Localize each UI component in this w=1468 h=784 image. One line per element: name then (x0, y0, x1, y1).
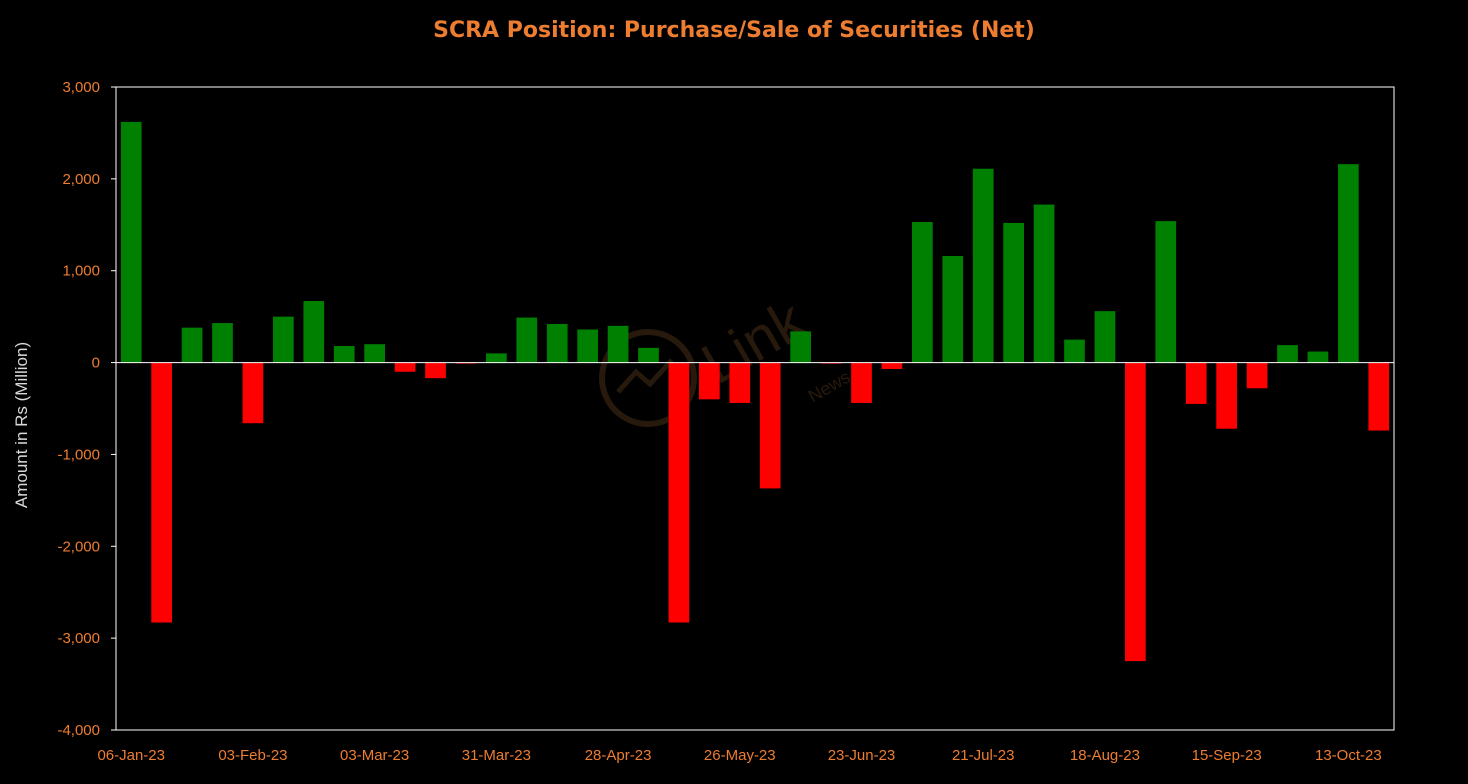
bar-13-Oct-23 (1338, 164, 1359, 363)
y-tick-label: -3,000 (57, 630, 100, 647)
bar-26-May-23 (729, 362, 751, 403)
x-tick-label: 13-Oct-23 (1315, 747, 1382, 764)
bar-14-Apr-23 (546, 323, 568, 363)
bar-05-May-23 (638, 347, 659, 363)
y-tick-label: 2,000 (62, 171, 100, 188)
bar-06-Jan-23 (120, 121, 142, 363)
y-tick-label: -4,000 (57, 722, 100, 739)
y-tick-label: 3,000 (62, 79, 100, 96)
bar-04-Aug-23 (1033, 204, 1055, 363)
bar-03-Mar-23 (364, 344, 385, 363)
svg-text:News: News (805, 367, 854, 407)
bar-09-Jun-23 (790, 331, 811, 363)
bar-29-Sep-23 (1277, 345, 1298, 363)
bar-24-Feb-23 (333, 346, 355, 363)
y-tick-label: 0 (92, 355, 100, 372)
bar-06-Oct-23 (1307, 351, 1329, 363)
bar-20-Oct-23 (1368, 362, 1390, 431)
bar-12-May-23 (668, 362, 690, 623)
bar-02-Jun-23 (759, 362, 781, 489)
bar-10-Feb-23 (273, 316, 294, 363)
x-tick-label: 21-Jul-23 (952, 747, 1015, 764)
bar-17-Feb-23 (303, 301, 325, 363)
bar-01-Sep-23 (1155, 221, 1177, 363)
plot-frame (115, 86, 1395, 731)
x-tick-label: 03-Feb-23 (218, 747, 287, 764)
x-tick-label: 18-Aug-23 (1070, 747, 1140, 764)
y-tick-label: -2,000 (57, 538, 100, 555)
x-tick-label: 03-Mar-23 (340, 747, 409, 764)
bar-11-Aug-23 (1064, 339, 1085, 363)
bar-27-Jan-23 (212, 323, 233, 363)
bar-21-Jul-23 (972, 168, 994, 363)
bar-30-Jun-23 (881, 362, 903, 370)
bar-28-Jul-23 (1003, 222, 1024, 363)
bar-17-Mar-23 (425, 362, 446, 379)
bar-14-Jul-23 (942, 256, 964, 363)
bar-20-Jan-23 (181, 327, 203, 363)
bar-23-Jun-23 (851, 362, 872, 403)
y-tick-label: 1,000 (62, 263, 100, 280)
bar-13-Jan-23 (151, 362, 172, 623)
bar-25-Aug-23 (1125, 362, 1146, 662)
x-tick-label: 23-Jun-23 (828, 747, 896, 764)
bar-22-Sep-23 (1246, 362, 1268, 389)
bar-03-Feb-23 (242, 362, 264, 424)
x-tick-label: 31-Mar-23 (462, 747, 531, 764)
bar-21-Apr-23 (577, 329, 598, 363)
bar-08-Sep-23 (1185, 362, 1207, 404)
x-tick-label: 28-Apr-23 (585, 747, 652, 764)
bar-07-Jul-23 (912, 222, 933, 363)
x-tick-label: 26-May-23 (704, 747, 776, 764)
bar-18-Aug-23 (1094, 311, 1116, 363)
bar-10-Mar-23 (394, 362, 416, 372)
chart-title: SCRA Position: Purchase/Sale of Securiti… (433, 18, 1035, 43)
bar-28-Apr-23 (607, 325, 629, 363)
x-tick-label: 06-Jan-23 (97, 747, 165, 764)
bar-19-May-23 (699, 362, 720, 400)
bar-15-Sep-23 (1216, 362, 1237, 429)
y-tick-label: -1,000 (57, 446, 100, 463)
x-tick-label: 15-Sep-23 (1192, 747, 1262, 764)
bar-07-Apr-23 (516, 317, 538, 363)
bar-31-Mar-23 (486, 353, 507, 363)
